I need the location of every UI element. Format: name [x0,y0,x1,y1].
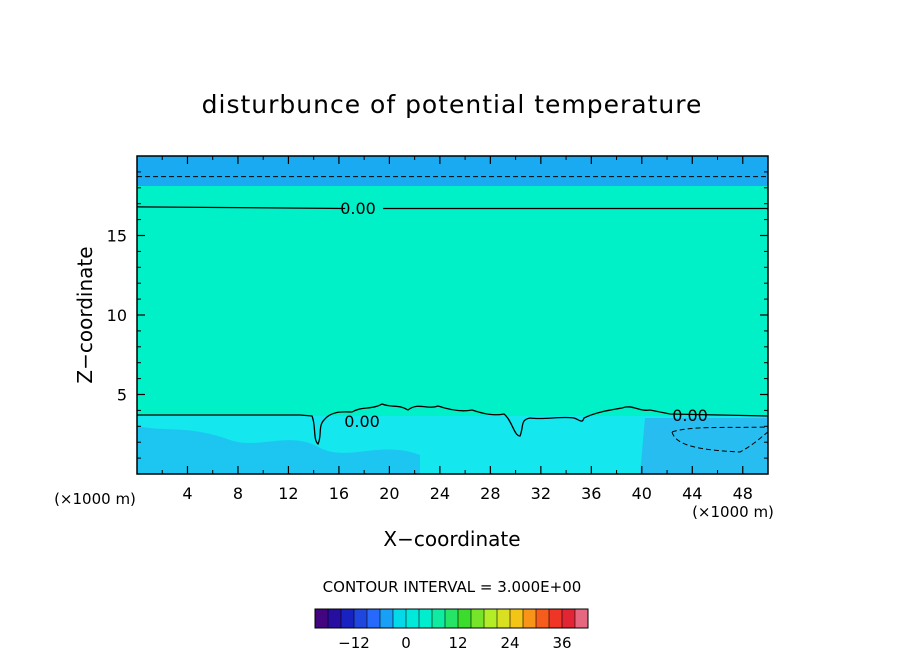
colorbar-segment [575,609,589,628]
x-tick-label: 16 [329,484,349,503]
colorbar-segment [367,609,381,628]
colorbar-frame [314,608,589,629]
colorbar-segment [341,609,355,628]
contour-interval-text: CONTOUR INTERVAL = 3.000E+00 [323,578,582,596]
contour-line-zero-lower [137,403,768,446]
contour-label: 0.00 [340,199,376,218]
low-layer-patch [640,418,768,474]
contour-label: 0.00 [344,412,380,431]
z-unit-label: (×1000 m) [54,490,136,508]
colorbar-segment [445,609,459,628]
low-layer-patch [137,426,420,474]
colorbar-segment [536,609,550,628]
x-tick-label: 4 [182,484,192,503]
x-tick-label: 28 [480,484,500,503]
x-tick-label: 12 [278,484,298,503]
plot-area [137,156,768,474]
field-band-upper [137,156,768,186]
colorbar-segment [549,609,563,628]
colorbar-segment [484,609,498,628]
colorbar-segment [432,609,446,628]
colorbar-tick-labels: −12 0 12 24 36 [338,634,571,652]
contour-labels: 0.00 0.00 0.00 [340,199,708,431]
x-tick-label: 36 [581,484,601,503]
colorbar-segment [497,609,511,628]
x-tick-label: 32 [531,484,551,503]
contour-lines [136,176,768,210]
colorbar-segment [328,609,342,628]
x-unit-label: (×1000 m) [692,503,774,521]
x-tick-label: 48 [733,484,753,503]
x-tick-label: 40 [632,484,652,503]
colorbar-tick-label: 0 [401,634,411,652]
colorbar-segment [471,609,485,628]
y-tick-label: 5 [117,386,127,405]
colorbar [314,608,589,629]
contour-label: 0.00 [672,406,708,425]
x-axis-label: X−coordinate [383,527,520,551]
field-band-main [137,186,768,416]
x-tick-label: 8 [233,484,243,503]
colorbar-segment [419,609,433,628]
colorbar-segment [354,609,368,628]
y-tick-label: 10 [107,306,127,325]
colorbar-segment [458,609,472,628]
x-tick-label: 20 [379,484,399,503]
colorbar-tick-label: −12 [338,634,370,652]
y-axis-label: Z−coordinate [73,246,97,383]
x-axis-ticks: 4 8 12 16 20 24 28 32 36 40 44 48 [161,156,753,503]
chart-title: disturbunce of potential temperature [202,90,703,119]
colorbar-segment [380,609,394,628]
x-tick-label: 24 [430,484,450,503]
colorbar-tick-label: 24 [500,634,519,652]
colorbar-segment [315,609,329,628]
y-axis-ticks: 5 10 15 [107,171,768,459]
colorbar-segment [393,609,407,628]
x-tick-label: 44 [682,484,702,503]
contour-line-dashed [671,426,768,453]
colorbar-tick-label: 36 [552,634,571,652]
colorbar-segment [562,609,576,628]
colorbar-segment [406,609,420,628]
contour-line-zero-upper [136,206,768,210]
y-tick-label: 15 [107,227,127,246]
colorbar-segment [523,609,537,628]
colorbar-segment [510,609,524,628]
colorbar-tick-label: 12 [448,634,467,652]
